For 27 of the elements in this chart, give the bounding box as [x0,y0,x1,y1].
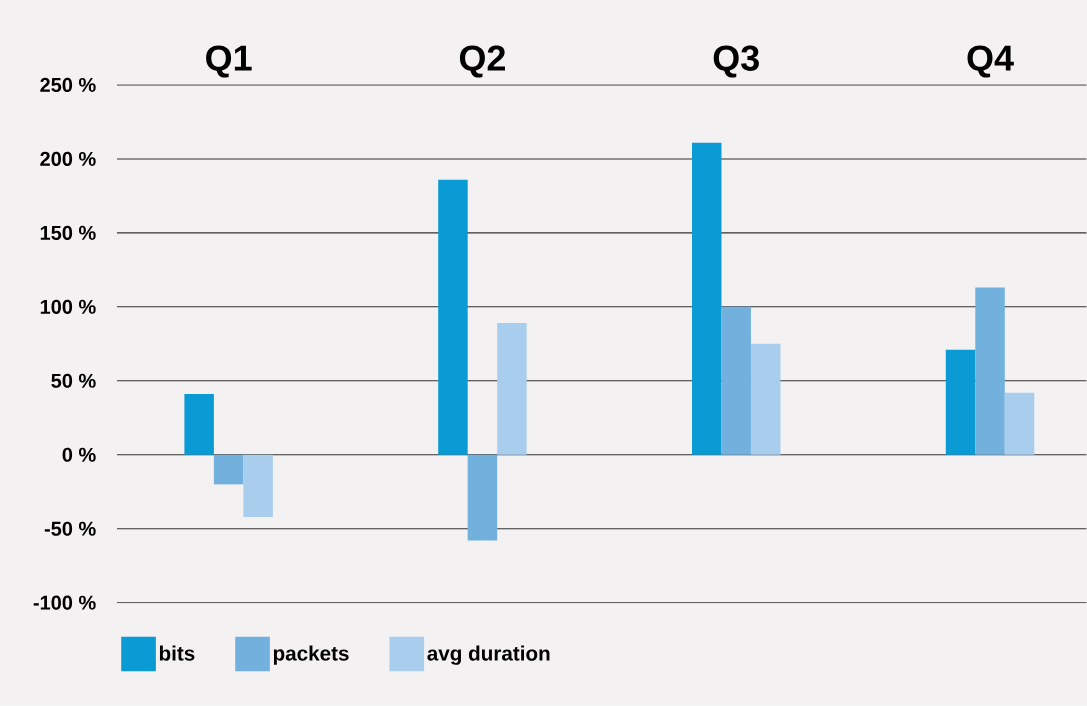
bar [213,454,244,485]
y-tick-label: -100 % [33,595,96,610]
x-tick-label: Q4 [967,45,1014,78]
x-tick-label: Q2 [459,45,505,78]
bar [184,394,214,455]
bar [975,287,1005,455]
y-tick-label: 0 % [62,447,96,463]
bar [692,142,722,455]
y-tick-label: 150 % [40,225,96,241]
bar [497,323,527,455]
bar [467,454,498,541]
y-tick-label: 50 % [51,373,96,389]
legend-label: bits [159,645,195,661]
legend-label: avg duration [427,645,550,666]
y-tick-label: 250 % [40,78,96,93]
bar [945,349,976,455]
bar [721,307,751,455]
x-tick-label: Q3 [713,45,759,78]
bar [1004,392,1035,455]
y-tick-label: 100 % [40,299,96,315]
bar [438,179,468,455]
legend-label: packets [273,645,349,665]
bar [750,344,781,455]
y-tick-label: -50 % [44,521,96,536]
y-tick-label: 200 % [40,152,96,167]
x-tick-label: Q1 [206,45,252,78]
bar [243,454,273,518]
